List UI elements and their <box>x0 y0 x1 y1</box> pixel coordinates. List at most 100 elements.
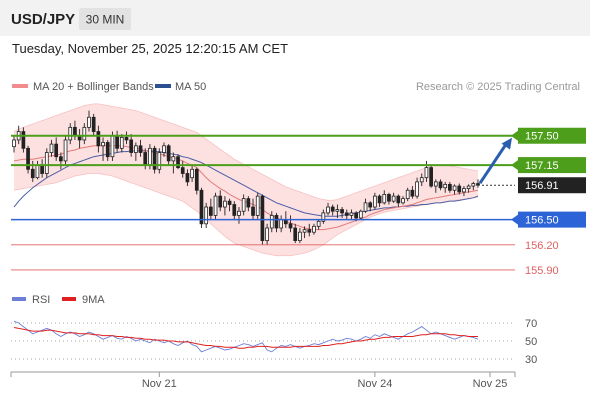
rsi-tick-label: 70 <box>525 318 537 330</box>
rsi-panel: 70 50 30 <box>11 318 537 366</box>
candle <box>326 202 330 216</box>
legend-rsi-swatch <box>12 297 26 301</box>
rsi-line <box>13 320 479 353</box>
support-label: 155.90 <box>525 265 559 277</box>
candle <box>241 194 246 216</box>
legend-9ma-swatch <box>62 297 76 301</box>
candle <box>448 181 452 193</box>
candle-body-down <box>368 202 373 208</box>
candle <box>166 144 171 166</box>
candle-body-up <box>363 202 368 212</box>
candle-body-down <box>410 189 415 197</box>
candle <box>59 152 63 170</box>
bollinger-lower-line <box>13 173 479 257</box>
candle-body-down <box>377 195 382 204</box>
resistance-tag <box>518 127 586 144</box>
candle <box>419 173 424 187</box>
candle <box>274 212 279 233</box>
candle-body-down <box>143 152 148 166</box>
support-label: 156.20 <box>525 240 559 252</box>
levels-layer: 157.50 157.15 156.91 156.50 156.20 155.90 <box>11 127 586 277</box>
candle-body-up <box>316 220 321 227</box>
candle-body-down <box>91 116 96 132</box>
candle-body-down <box>166 145 171 162</box>
candle <box>105 139 110 161</box>
candle <box>349 209 354 220</box>
timeframe-button[interactable] <box>79 8 131 30</box>
candle <box>396 194 401 208</box>
candle <box>190 165 194 182</box>
candle <box>63 135 68 166</box>
x-axis-ticks: Nov 21 Nov 24 Nov 25 <box>10 372 516 390</box>
candle <box>344 209 349 220</box>
candle-body-down <box>194 168 199 191</box>
credit-label: Research © 2025 Trading Central <box>416 81 580 93</box>
resistance-label: 157.15 <box>525 160 559 172</box>
candle <box>401 196 405 205</box>
candle <box>185 169 190 187</box>
candle <box>227 198 232 212</box>
candle-body-down <box>246 198 251 208</box>
timestamp: Tuesday, November 25, 2025 12:20:15 AM C… <box>12 41 288 56</box>
candle-body-down <box>185 173 190 183</box>
timeframe-label: 30 MIN <box>86 13 125 27</box>
candle-body-down <box>448 183 452 191</box>
candle <box>387 192 391 205</box>
candle <box>119 134 124 153</box>
candle-body-up <box>405 189 410 200</box>
candle <box>415 177 419 199</box>
candle <box>373 192 377 210</box>
candle-body-up <box>134 145 138 153</box>
candle-body-down <box>307 229 312 233</box>
resistance-tag-pointer <box>511 130 518 141</box>
candle <box>124 131 129 145</box>
candle-body-up <box>157 152 162 170</box>
candle-body-up <box>12 139 16 148</box>
pivot-tag <box>518 211 586 228</box>
candle <box>180 160 185 178</box>
ma20-line <box>13 145 479 231</box>
x-tick-label: Nov 24 <box>357 378 392 390</box>
candle <box>49 139 54 157</box>
candle <box>335 204 340 218</box>
candle-body-down <box>274 215 279 229</box>
candle-body-down <box>54 143 59 158</box>
candle-body-down <box>218 195 223 208</box>
legend-ma50-swatch <box>155 84 171 88</box>
candle <box>307 223 312 237</box>
candle-body-up <box>349 212 354 216</box>
candle-body-up <box>298 231 302 241</box>
candle-body-up <box>171 156 176 162</box>
candle-body-up <box>162 145 166 153</box>
candle-body-up <box>471 183 476 187</box>
rsi-9ma-line <box>13 327 478 349</box>
candle <box>171 152 176 174</box>
candle <box>462 186 466 197</box>
legend-ma20-swatch <box>12 84 28 88</box>
bollinger-band <box>14 103 478 256</box>
candle <box>265 223 269 245</box>
candle-body-up <box>321 212 326 222</box>
candle-body-up <box>101 142 105 147</box>
pivot-label: 156.50 <box>525 215 559 227</box>
candle-body-up <box>35 164 40 179</box>
candle-body-down <box>232 204 237 216</box>
candle-body-down <box>21 131 26 149</box>
candle-body-up <box>391 195 396 202</box>
candle-body-down <box>208 206 213 216</box>
candle <box>391 192 396 203</box>
candle-body-down <box>30 168 35 179</box>
candle <box>321 209 326 224</box>
candle-body-up <box>241 198 246 212</box>
candle-body-down <box>96 131 101 147</box>
candle <box>176 154 180 170</box>
candle <box>213 192 218 220</box>
legend-rsi-label: RSI <box>32 294 50 306</box>
candle <box>208 198 213 220</box>
candle <box>91 113 96 136</box>
candle-body-down <box>115 135 119 149</box>
candle-body-down <box>129 139 134 153</box>
candle <box>293 223 298 244</box>
candle-body-up <box>204 206 209 225</box>
